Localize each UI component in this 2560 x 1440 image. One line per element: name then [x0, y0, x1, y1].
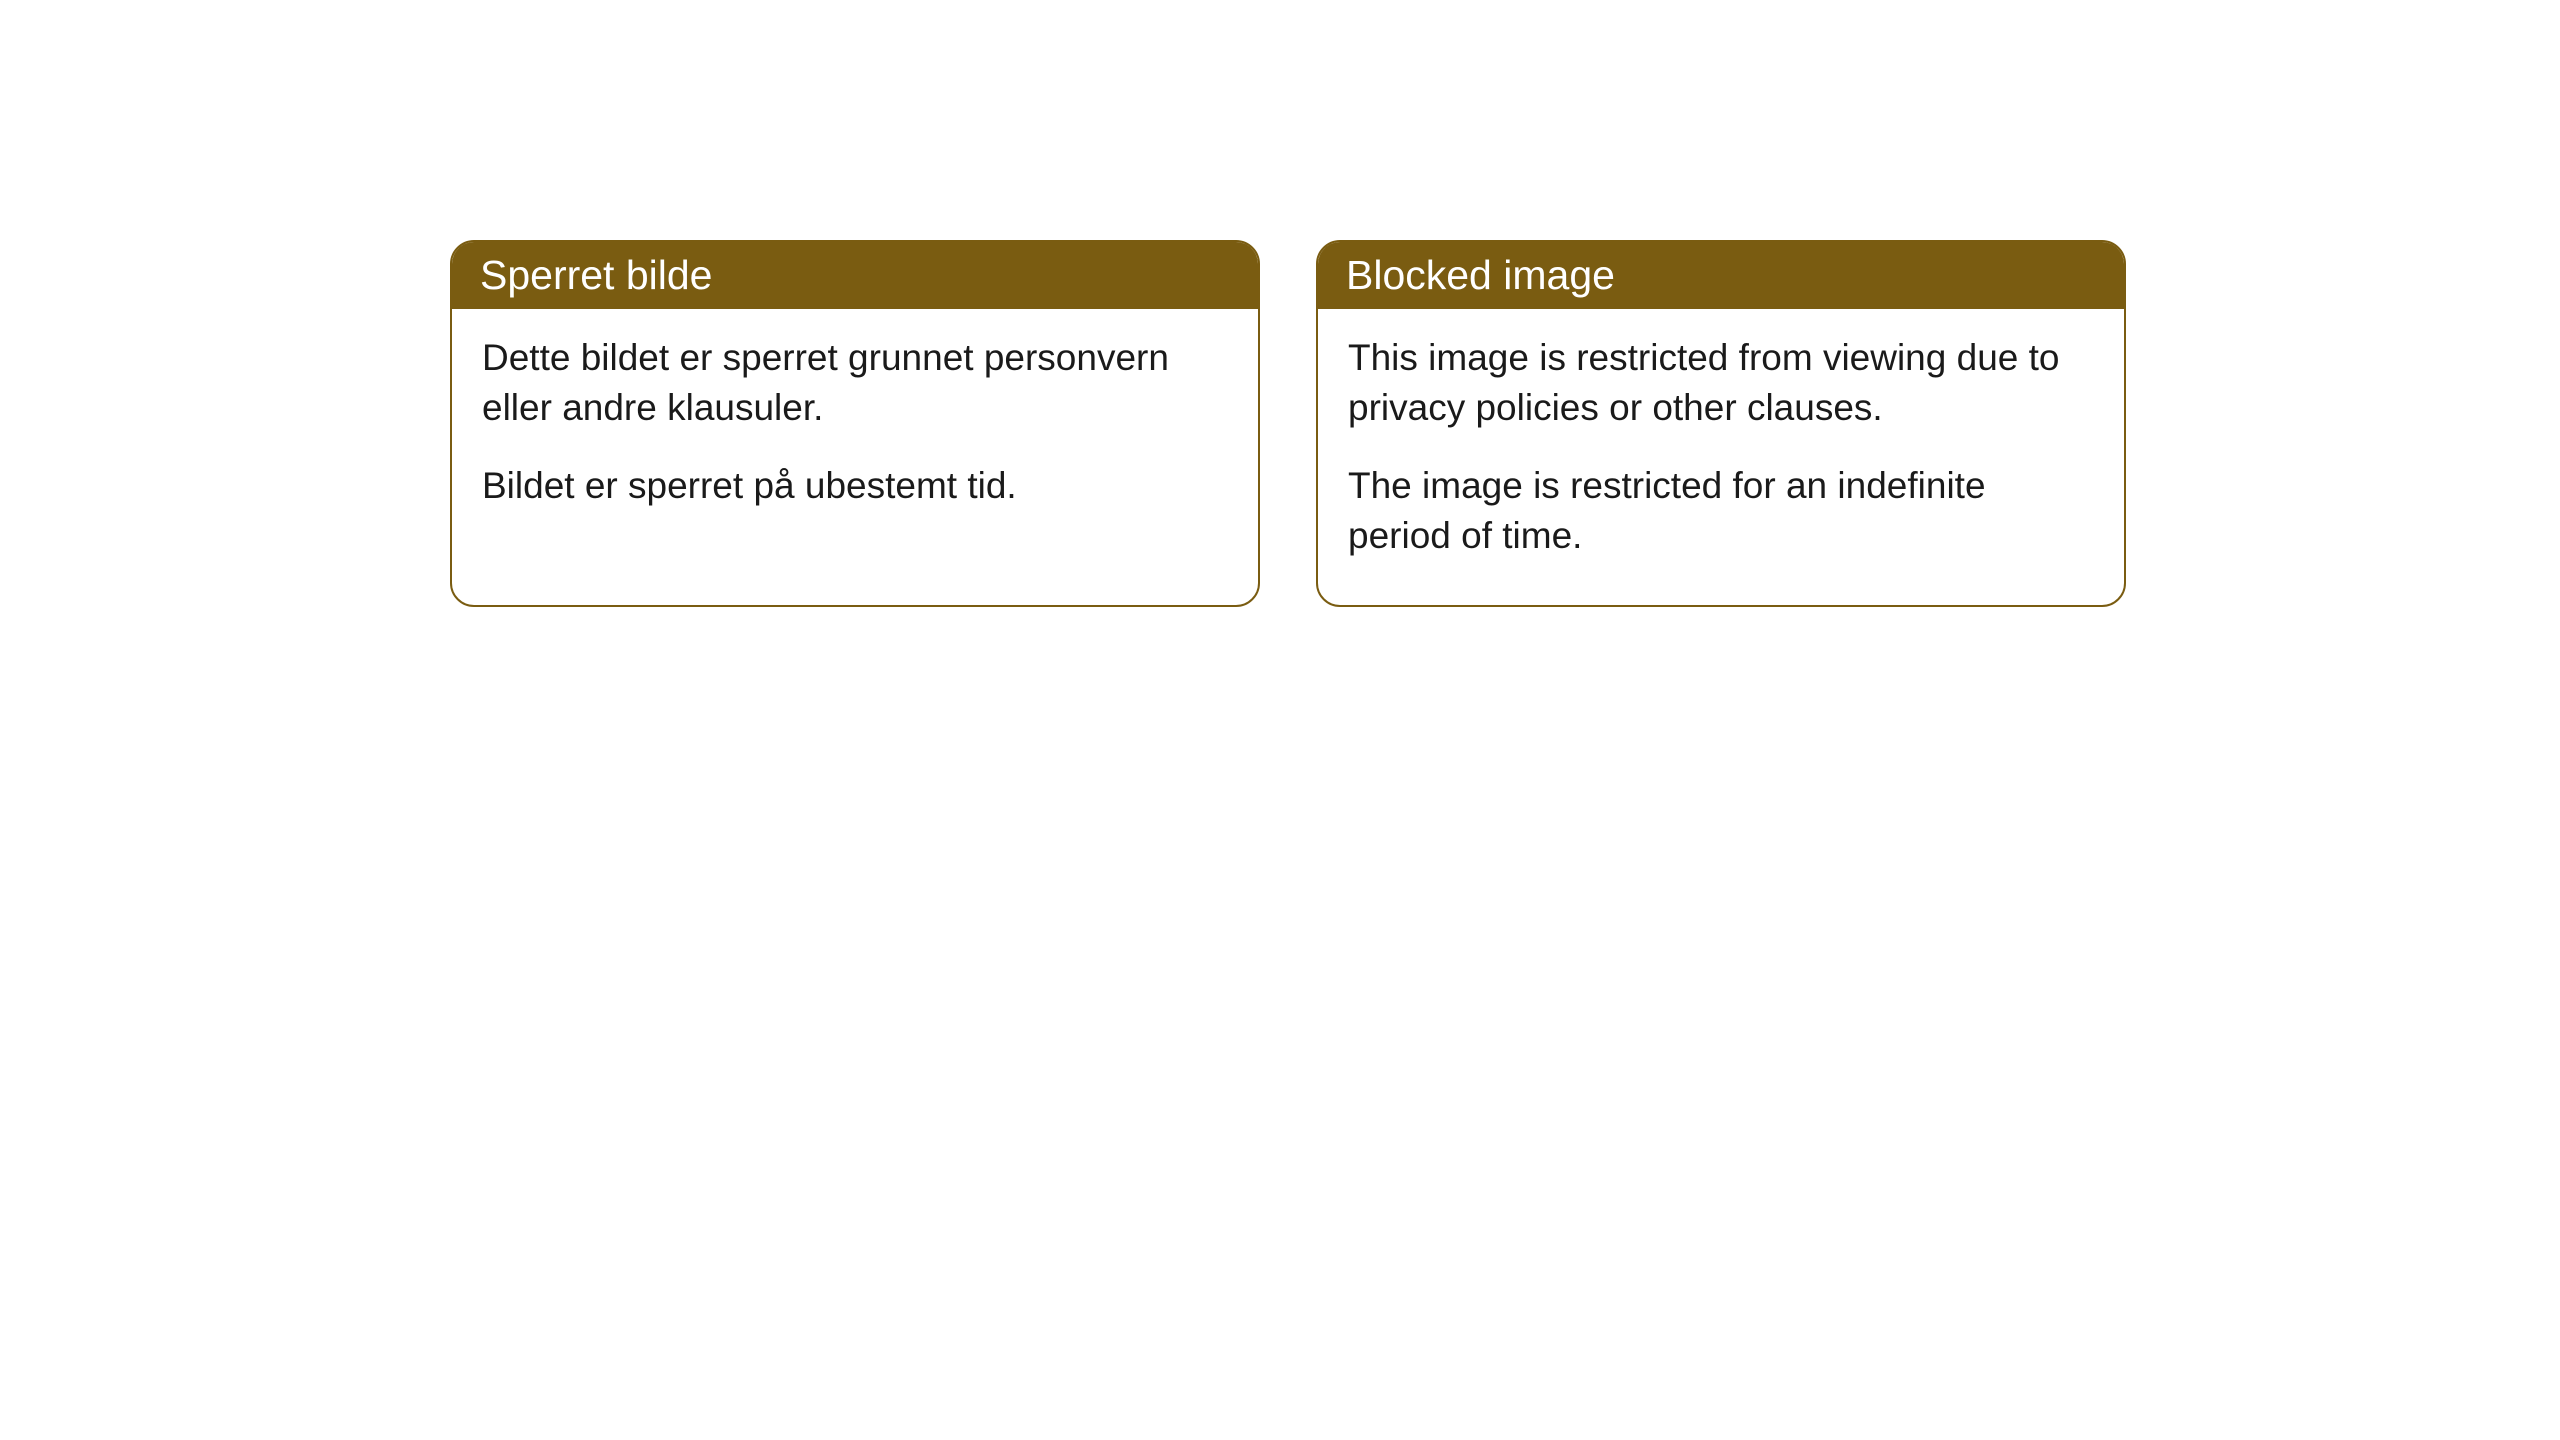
card-title: Sperret bilde [480, 252, 712, 298]
notice-cards-container: Sperret bilde Dette bildet er sperret gr… [450, 240, 2126, 607]
card-title: Blocked image [1346, 252, 1615, 298]
card-body-norwegian: Dette bildet er sperret grunnet personve… [452, 309, 1258, 555]
card-body-english: This image is restricted from viewing du… [1318, 309, 2124, 605]
card-paragraph: The image is restricted for an indefinit… [1348, 461, 2094, 561]
blocked-image-card-norwegian: Sperret bilde Dette bildet er sperret gr… [450, 240, 1260, 607]
blocked-image-card-english: Blocked image This image is restricted f… [1316, 240, 2126, 607]
card-header-english: Blocked image [1318, 242, 2124, 309]
card-paragraph: Dette bildet er sperret grunnet personve… [482, 333, 1228, 433]
card-paragraph: Bildet er sperret på ubestemt tid. [482, 461, 1228, 511]
card-header-norwegian: Sperret bilde [452, 242, 1258, 309]
card-paragraph: This image is restricted from viewing du… [1348, 333, 2094, 433]
